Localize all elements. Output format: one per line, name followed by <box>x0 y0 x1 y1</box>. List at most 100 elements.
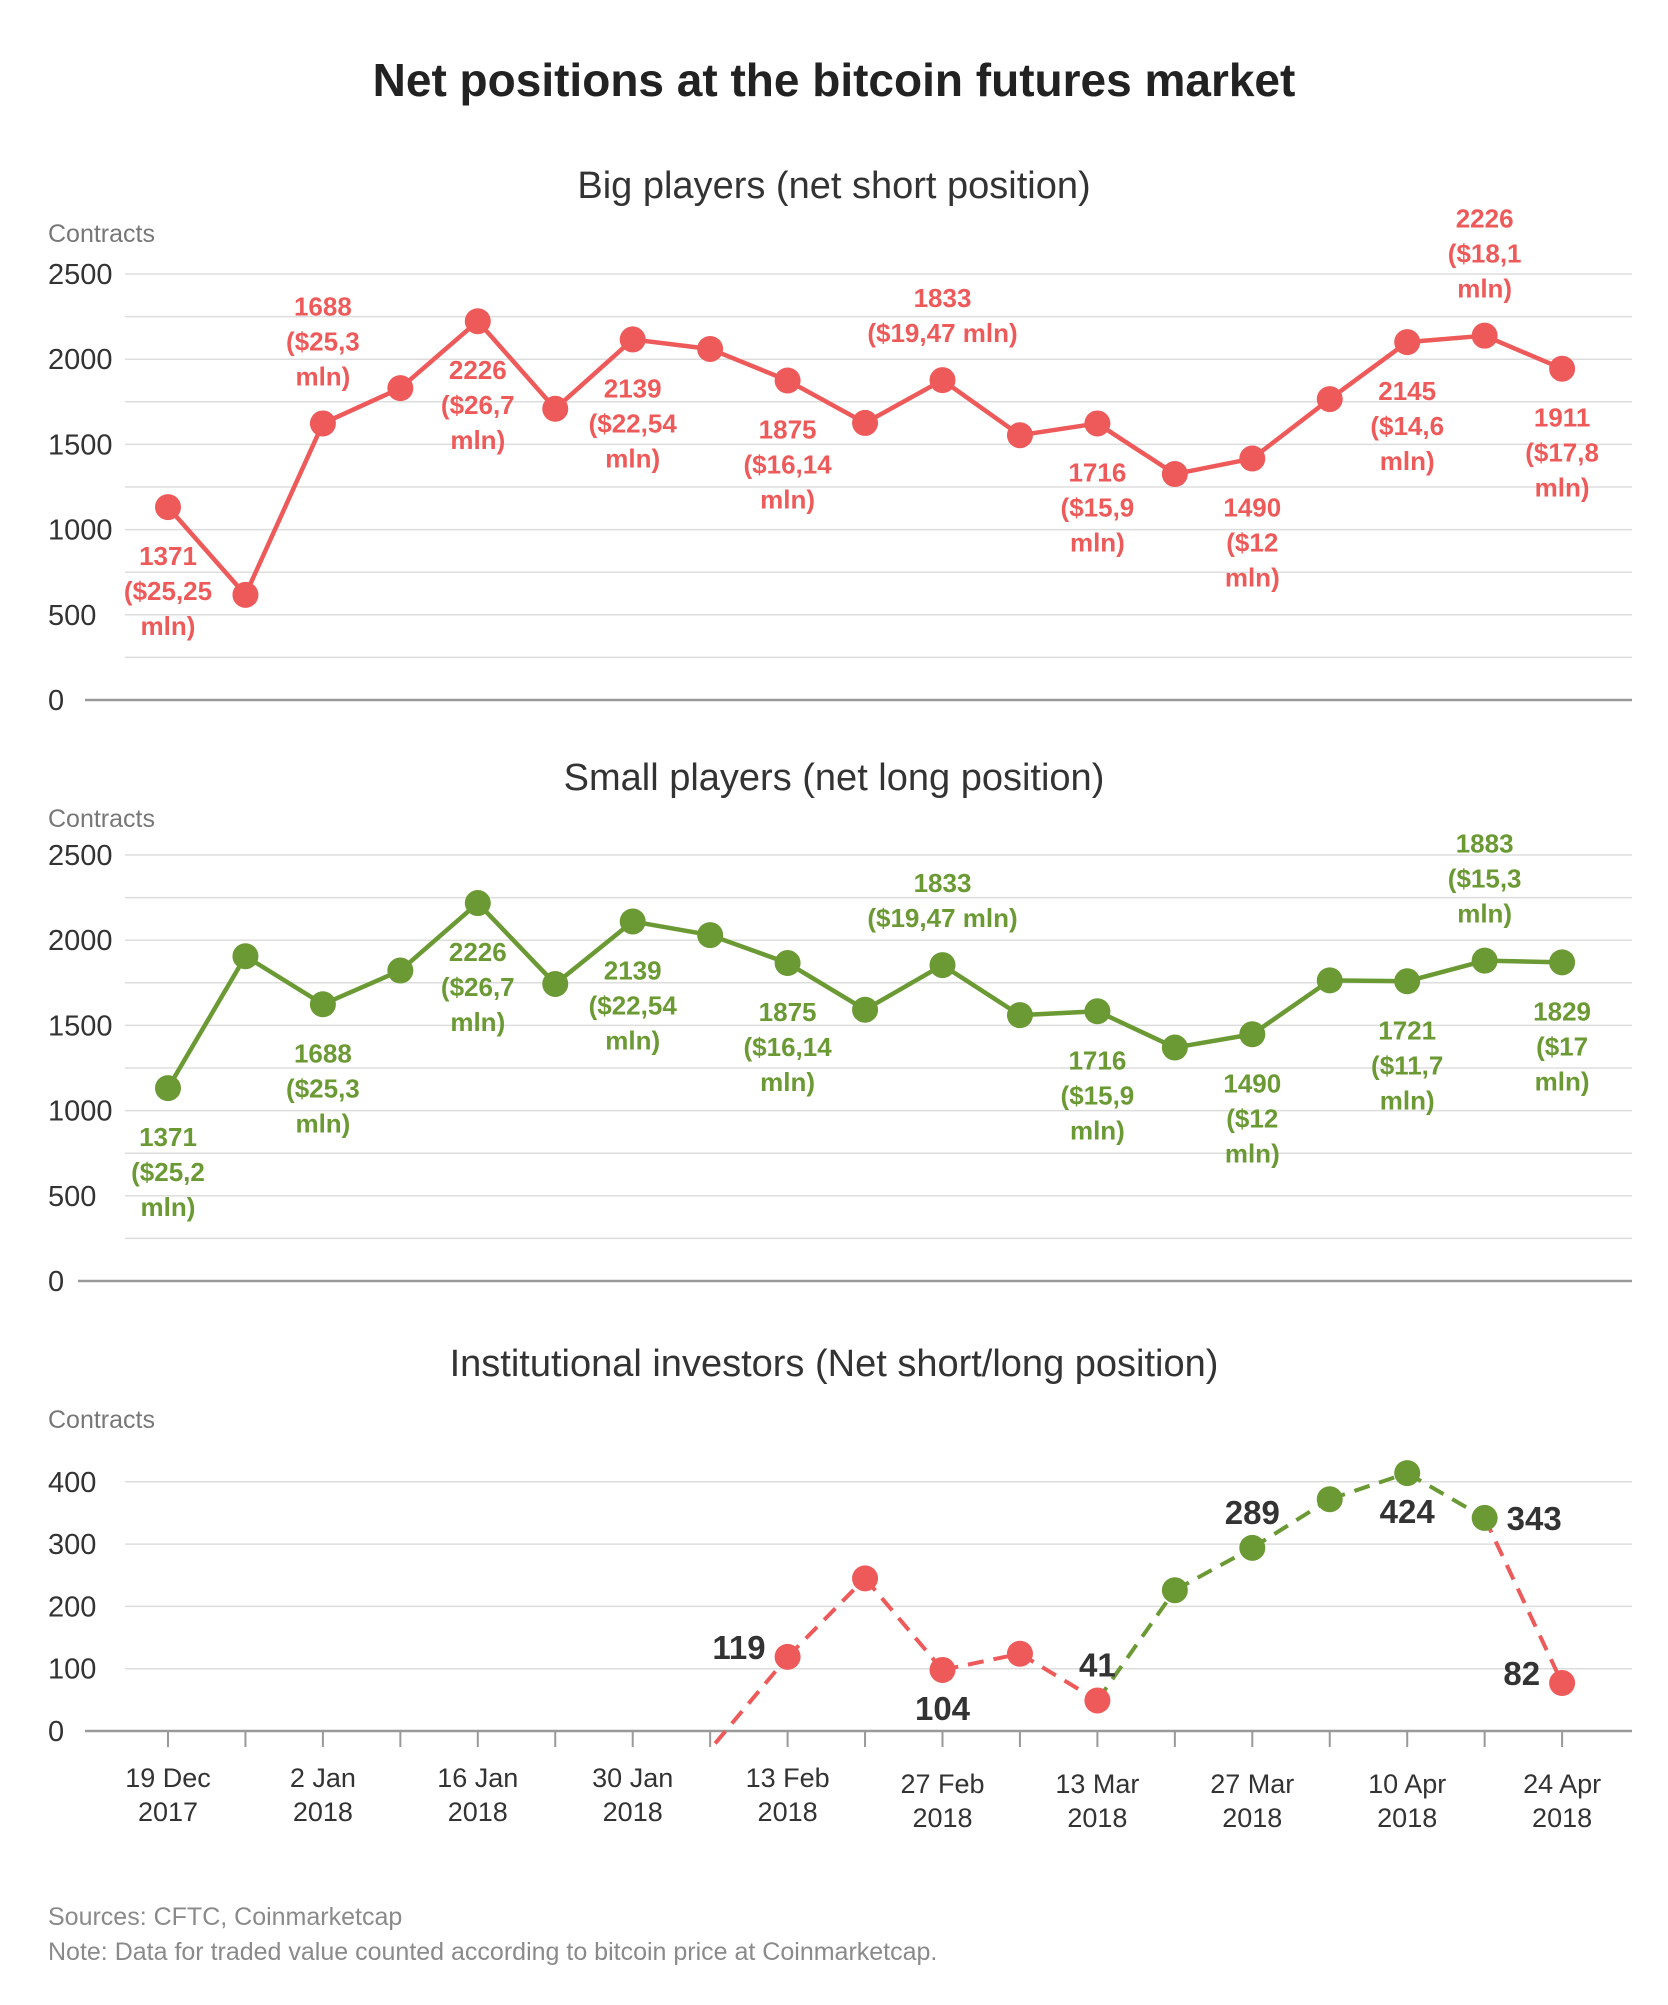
data-label-line: 1875 <box>759 415 817 445</box>
data-label-line: ($15,3 <box>1448 864 1522 894</box>
data-label-line: mln) <box>760 485 815 515</box>
data-point <box>232 581 259 608</box>
figure-title: Net positions at the bitcoin futures mar… <box>373 54 1296 106</box>
data-label: 104 <box>915 1690 971 1727</box>
x-tick-label-line: 13 Mar <box>1055 1769 1139 1799</box>
x-tick-label: 16 Jan 2018 <box>437 1763 518 1827</box>
x-tick-label: 13 Feb 2018 <box>746 1763 830 1827</box>
data-label: 1875 ($16,14 mln) <box>744 997 833 1097</box>
data-label-line: 1371 <box>139 1122 197 1152</box>
data-label-line: mln) <box>141 611 196 641</box>
y-tick-label: 500 <box>48 1181 96 1213</box>
panel3-title: Institutional investors (Net short/long … <box>450 1343 1219 1385</box>
data-label-line: mln) <box>1457 274 1512 304</box>
data-point <box>1549 355 1576 382</box>
data-label-line: 119 <box>712 1629 765 1666</box>
y-tick-label: 500 <box>48 600 96 632</box>
data-point <box>852 1565 879 1592</box>
data-label: 1875 ($16,14 mln) <box>744 415 833 515</box>
data-point <box>774 950 801 977</box>
data-label-line: 1371 <box>139 541 197 571</box>
y-tick-label: 300 <box>48 1529 96 1561</box>
data-label-line: 1688 <box>294 291 352 321</box>
data-label-line: ($11,7 <box>1371 1050 1443 1080</box>
x-tick-label-line: 2018 <box>603 1797 663 1827</box>
data-point <box>1006 1640 1033 1667</box>
data-label-line: ($22,54 <box>589 408 678 438</box>
data-label: 1833 ($19,47 mln) <box>867 283 1017 348</box>
x-tick-label-line: 27 Feb <box>900 1769 984 1799</box>
series-segment <box>942 1651 1021 1672</box>
data-label: 82 <box>1503 1655 1540 1692</box>
data-label: 1688 ($25,3 mln) <box>286 291 360 391</box>
data-label-line: 1875 <box>759 997 817 1027</box>
data-point <box>774 367 801 394</box>
x-tick-label-line: 16 Jan <box>437 1763 518 1793</box>
data-label-line: mln) <box>605 443 660 473</box>
data-label-line: mln) <box>1070 527 1125 557</box>
x-tick-label-line: 27 Mar <box>1210 1769 1294 1799</box>
panel3-plot: 0 100 200 300 400 119 104 41 289 424 343 82 <box>48 1460 1632 1748</box>
panel3-ylabel: Contracts <box>48 1406 155 1434</box>
panel2-plot: 0 500 1000 1500 2000 2500 1371 ($25,2 mln) 1688 ($… <box>48 829 1632 1298</box>
data-point <box>232 943 259 970</box>
data-label-line: 2145 <box>1378 376 1436 406</box>
data-label: 343 <box>1507 1500 1562 1537</box>
data-point <box>697 335 724 362</box>
data-label-line: mln) <box>1225 1138 1280 1168</box>
data-label-line: mln) <box>1225 563 1280 593</box>
x-tick-label: 2 Jan 2018 <box>290 1763 356 1827</box>
data-label-line: mln) <box>1457 899 1512 929</box>
data-label-line: ($26,7 <box>441 972 515 1002</box>
data-point <box>1549 949 1576 976</box>
x-tick-label-line: 24 Apr <box>1523 1769 1601 1799</box>
series-segment <box>1173 1546 1254 1592</box>
data-point <box>1161 461 1188 488</box>
data-label-line: 1911 <box>1534 403 1590 433</box>
data-point <box>1549 1670 1576 1697</box>
data-label-line: 2226 <box>449 937 507 967</box>
data-point <box>387 957 414 984</box>
data-label-line: 1833 <box>914 868 972 898</box>
data-label-line: 2139 <box>604 373 662 403</box>
x-tick-label-line: 2017 <box>138 1797 198 1827</box>
data-label: 1829 ($17 mln) <box>1533 996 1591 1096</box>
x-tick-label-line: 2018 <box>293 1797 353 1827</box>
footer-source: Sources: CFTC, Coinmarketcap <box>48 1903 402 1931</box>
y-tick-label: 100 <box>48 1654 96 1686</box>
data-label-line: ($18,1 <box>1448 239 1522 269</box>
x-tick-label-line: 13 Feb <box>746 1763 830 1793</box>
data-label-line: 424 <box>1380 1493 1436 1530</box>
x-tick-label-line: 2018 <box>1067 1803 1127 1833</box>
data-point <box>1161 1577 1188 1604</box>
data-label-line: mln) <box>1380 446 1435 476</box>
data-label-line: 1490 <box>1223 493 1281 523</box>
data-label-line: ($16,14 <box>744 1032 833 1062</box>
data-point <box>1471 1504 1498 1531</box>
data-point <box>1084 998 1111 1025</box>
data-label-line: 1883 <box>1456 829 1514 859</box>
x-tick-label: 27 Mar 2018 <box>1210 1769 1294 1833</box>
series-segment <box>1406 1471 1486 1520</box>
x-tick-label-line: 2 Jan <box>290 1763 356 1793</box>
data-point <box>929 367 956 394</box>
data-point <box>542 395 569 422</box>
panel1-title: Big players (net short position) <box>577 165 1090 207</box>
y-tick-label: 2500 <box>48 259 113 291</box>
y-tick-label: 400 <box>48 1467 96 1499</box>
x-tick-label: 24 Apr 2018 <box>1523 1769 1601 1833</box>
data-label-line: ($17 <box>1536 1031 1588 1061</box>
data-label-line: mln) <box>1535 1066 1590 1096</box>
data-label-line: ($25,3 <box>286 326 360 356</box>
data-point <box>1006 1002 1033 1029</box>
panel1-ylabel: Contracts <box>48 220 155 248</box>
data-label-line: ($15,9 <box>1061 1080 1135 1110</box>
x-tick-label-line: 2018 <box>758 1797 818 1827</box>
series-line <box>166 318 1563 598</box>
x-tick-label-line: 2018 <box>1532 1803 1592 1833</box>
panel2-ylabel: Contracts <box>48 805 155 833</box>
data-label: 2226 ($26,7 mln) <box>441 355 515 455</box>
data-point <box>464 890 491 917</box>
series-line <box>166 900 1563 1090</box>
